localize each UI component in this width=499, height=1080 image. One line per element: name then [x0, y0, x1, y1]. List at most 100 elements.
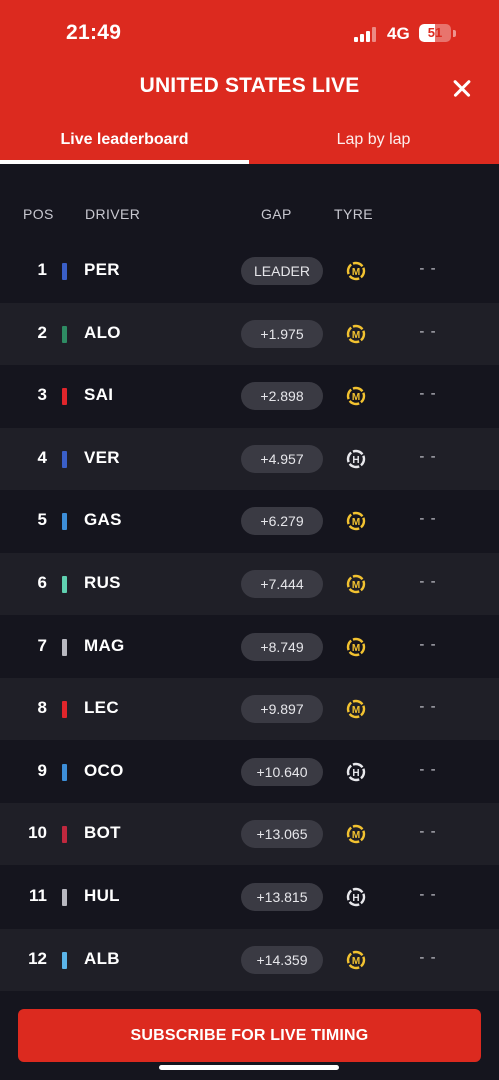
hard-tyre-icon: H — [346, 762, 366, 781]
team-color-bar — [62, 576, 67, 593]
svg-text:M: M — [352, 956, 360, 967]
subscribe-button[interactable]: SUBSCRIBE FOR LIVE TIMING — [18, 1009, 481, 1062]
gap-badge: LEADER — [241, 257, 323, 285]
interval-value: - - — [419, 948, 437, 966]
tab-lap-by-lap[interactable]: Lap by lap — [336, 131, 411, 148]
gap-badge: +9.897 — [241, 695, 323, 724]
team-color-bar — [62, 325, 67, 343]
position-number: 9 — [37, 760, 47, 780]
medium-tyre-icon: M — [346, 825, 366, 844]
gap-badge: +8.749 — [241, 632, 323, 661]
team-color-bar — [62, 701, 67, 719]
close-icon[interactable] — [447, 73, 477, 103]
battery-percent: 51 — [427, 25, 443, 40]
column-header-tyre: TYRE — [334, 206, 373, 222]
interval-value: - - — [419, 573, 437, 590]
column-header-gap: GAP — [261, 206, 292, 222]
medium-tyre-icon: M — [346, 324, 366, 343]
svg-text:M: M — [352, 330, 360, 341]
interval-value: - - — [419, 322, 437, 340]
signal-icon — [354, 27, 378, 42]
battery-icon: 51 — [419, 24, 451, 42]
position-number: 1 — [37, 260, 47, 279]
hard-tyre-icon: H — [346, 449, 366, 468]
driver-code: OCO — [84, 760, 124, 780]
battery-nub — [453, 30, 456, 37]
driver-code: PER — [84, 260, 120, 279]
table-row[interactable]: 11 HUL +13.815 H - - — [0, 866, 499, 928]
medium-tyre-icon: M — [346, 637, 366, 656]
driver-code: VER — [84, 447, 120, 467]
svg-text:H: H — [352, 455, 359, 466]
team-color-bar — [62, 889, 67, 906]
interval-value: - - — [419, 385, 437, 403]
team-color-bar — [62, 638, 67, 656]
driver-code: RUS — [84, 573, 121, 592]
home-indicator — [159, 1065, 339, 1070]
team-color-bar — [62, 513, 67, 531]
table-row[interactable]: 12 ALB +14.359 M - - — [0, 928, 499, 991]
gap-badge: +4.957 — [241, 444, 323, 473]
driver-code: ALO — [84, 322, 121, 342]
network-type: 4G — [387, 24, 410, 43]
column-header-pos: POS — [23, 206, 54, 222]
table-row[interactable]: 7 MAG +8.749 M - - — [0, 616, 499, 678]
svg-text:M: M — [352, 517, 360, 528]
medium-tyre-icon: M — [346, 699, 366, 719]
svg-text:H: H — [352, 893, 359, 904]
svg-text:M: M — [352, 392, 360, 403]
table-row[interactable]: 3 SAI +2.898 M - - — [0, 365, 499, 427]
position-number: 10 — [28, 823, 47, 843]
position-number: 4 — [37, 447, 47, 467]
status-time: 21:49 — [66, 21, 122, 44]
position-number: 11 — [29, 886, 47, 905]
table-row[interactable]: 5 GAS +6.279 M - - — [0, 490, 499, 552]
medium-tyre-icon: M — [346, 512, 366, 531]
interval-value: - - — [419, 760, 437, 778]
gap-badge: +13.815 — [241, 883, 323, 911]
position-number: 3 — [37, 385, 47, 405]
medium-tyre-icon: M — [346, 950, 366, 969]
driver-code: SAI — [84, 385, 114, 405]
page-title: UNITED STATES LIVE — [139, 74, 360, 97]
table-row[interactable]: 2 ALO +1.975 M - - — [0, 302, 499, 365]
table-row[interactable]: 9 OCO +10.640 H - - — [0, 741, 499, 803]
hard-tyre-icon: H — [346, 887, 366, 907]
driver-code: LEC — [84, 698, 119, 718]
gap-badge: +13.065 — [241, 820, 323, 849]
position-number: 2 — [37, 322, 47, 342]
medium-tyre-icon: M — [346, 261, 366, 281]
table-row[interactable]: 6 RUS +7.444 M - - — [0, 553, 499, 615]
medium-tyre-icon: M — [346, 386, 366, 406]
svg-text:M: M — [352, 643, 360, 654]
interval-value: - - — [419, 698, 437, 716]
interval-value: - - — [419, 635, 437, 653]
app-header: 21:49 4G 51 UNITED STATES LIVE Live lead… — [0, 0, 499, 164]
gap-badge: +7.444 — [241, 570, 323, 598]
svg-text:M: M — [352, 705, 360, 716]
interval-value: - - — [419, 510, 437, 528]
driver-code: GAS — [84, 510, 122, 530]
table-row[interactable]: 1 PER LEADER M - - — [0, 240, 499, 302]
interval-value: - - — [419, 823, 437, 841]
svg-text:M: M — [352, 267, 360, 278]
interval-value: - - — [419, 447, 437, 465]
interval-value: - - — [419, 886, 437, 903]
svg-text:H: H — [352, 768, 359, 779]
driver-code: HUL — [84, 886, 120, 905]
gap-badge: +10.640 — [241, 757, 323, 786]
team-color-bar — [62, 763, 67, 781]
table-row[interactable]: 4 VER +4.957 H - - — [0, 427, 499, 490]
medium-tyre-icon: M — [346, 574, 366, 594]
team-color-bar — [62, 826, 67, 844]
tab-live-leaderboard[interactable]: Live leaderboard — [0, 120, 249, 164]
team-color-bar — [62, 388, 67, 406]
table-row[interactable]: 8 LEC +9.897 M - - — [0, 678, 499, 741]
table-row[interactable]: 10 BOT +13.065 M - - — [0, 803, 499, 866]
gap-badge: +1.975 — [241, 319, 323, 348]
position-number: 12 — [28, 948, 47, 968]
status-bar: 21:49 4G 51 — [0, 0, 499, 68]
gap-badge: +6.279 — [241, 507, 323, 536]
position-number: 7 — [37, 635, 47, 655]
svg-text:M: M — [352, 830, 360, 841]
